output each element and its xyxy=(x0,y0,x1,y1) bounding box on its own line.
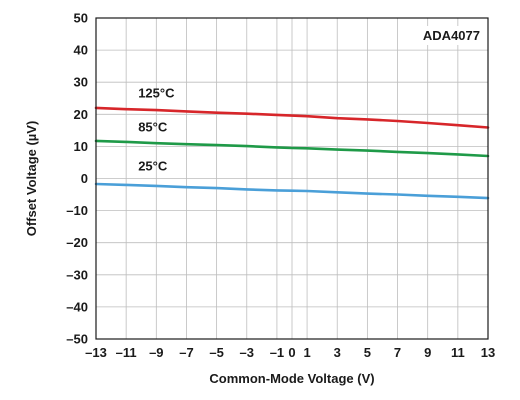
y-tick-label: –10 xyxy=(66,203,88,218)
y-tick-label: –20 xyxy=(66,235,88,250)
x-tick-label: –13 xyxy=(85,345,107,360)
series-line-85c xyxy=(94,139,490,158)
x-axis-title: Common-Mode Voltage (V) xyxy=(209,371,374,386)
series-label-25c: 25°C xyxy=(138,158,168,173)
x-tick-label: 5 xyxy=(364,345,371,360)
x-tick-label: 13 xyxy=(481,345,495,360)
x-tick-label: –1 xyxy=(270,345,284,360)
y-tick-label: –30 xyxy=(66,267,88,282)
x-tick-label: –3 xyxy=(240,345,254,360)
series-line-125c xyxy=(94,106,490,129)
y-tick-label: 10 xyxy=(74,139,88,154)
x-tick-label: –9 xyxy=(149,345,163,360)
y-tick-label: 0 xyxy=(81,171,88,186)
part-number-badge: ADA4077 xyxy=(414,26,482,45)
y-tick-label: 50 xyxy=(74,11,88,26)
x-tick-label: –5 xyxy=(209,345,223,360)
y-tick-label: –50 xyxy=(66,332,88,347)
x-tick-label: 11 xyxy=(451,345,465,360)
y-tick-label: 40 xyxy=(74,43,88,58)
y-tick-labels: –50 –40 –30 –20 –10 0 10 20 30 40 50 xyxy=(66,11,88,347)
series-label-125c: 125°C xyxy=(138,86,175,101)
series-annotations: 125°C 85°C 25°C xyxy=(138,86,175,174)
x-tick-label: –7 xyxy=(179,345,193,360)
x-tick-label: 0 xyxy=(288,345,295,360)
part-number-badge-box xyxy=(414,26,482,45)
x-tick-label: 9 xyxy=(424,345,431,360)
y-axis-title: Offset Voltage (µV) xyxy=(24,121,39,237)
series-group xyxy=(94,106,490,200)
plot-frame xyxy=(95,17,489,340)
y-tick-label: 20 xyxy=(74,107,88,122)
part-number-badge-text: ADA4077 xyxy=(423,28,480,43)
x-tick-label: 3 xyxy=(334,345,341,360)
series-label-85c: 85°C xyxy=(138,119,168,134)
series-line-25c xyxy=(94,182,490,200)
y-tick-label: –40 xyxy=(66,299,88,314)
x-tick-label: –11 xyxy=(116,345,137,360)
y-tick-label: 30 xyxy=(74,75,88,90)
x-tick-label: 7 xyxy=(394,345,401,360)
x-tick-labels: –13 –11 –9 –7 –5 –3 –1 0 1 3 5 7 9 11 13 xyxy=(85,345,495,360)
x-tick-label: 1 xyxy=(303,345,310,360)
